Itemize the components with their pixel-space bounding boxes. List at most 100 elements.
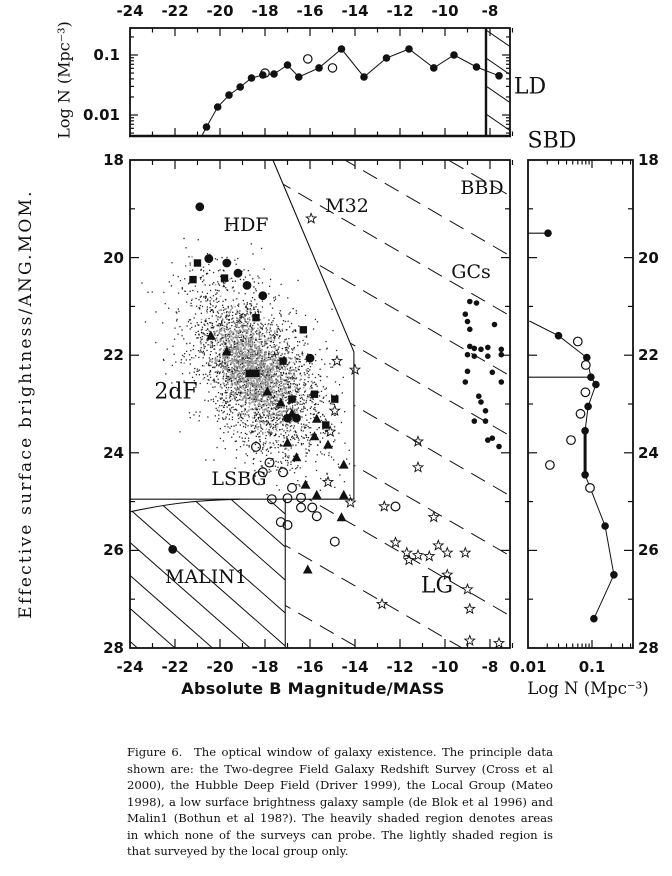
tick-label: -10	[431, 2, 459, 20]
triangle-point	[262, 386, 273, 396]
star-point	[411, 435, 425, 447]
star-point	[344, 496, 357, 508]
tick-label: -16	[296, 2, 324, 20]
main-panel-x-axis-title: Absolute B Magnitude/MASS	[181, 679, 445, 698]
triangle-point	[282, 437, 293, 447]
gc-dot	[496, 443, 502, 450]
triangle-point	[275, 397, 286, 407]
region-label-hdf: HDF	[223, 214, 269, 236]
sbd-open-circle	[585, 483, 595, 493]
ld-point	[202, 123, 211, 131]
lsbg-open-circle	[329, 536, 340, 547]
tick-label: 20	[638, 248, 659, 267]
square-point	[252, 369, 260, 377]
ld-point	[360, 73, 368, 81]
star-point	[461, 582, 474, 595]
triangle-point	[287, 408, 297, 418]
gc-dot	[471, 353, 478, 360]
gc-dot	[489, 435, 496, 442]
star-point	[328, 404, 341, 417]
hdf-circle	[305, 353, 315, 363]
caption-line: Malin1 (Bothun et al 198?). The heavily …	[127, 811, 553, 825]
square-point	[252, 313, 260, 322]
star-point	[432, 538, 445, 551]
tick-label: -18	[251, 658, 279, 676]
lsbg-open-circle	[296, 492, 307, 503]
star-point	[411, 460, 425, 473]
sbd-point	[581, 427, 589, 435]
ld-point	[270, 70, 278, 78]
triangle-point	[309, 431, 320, 441]
caption-line: 1998), a low surface brightness galaxy s…	[127, 794, 553, 809]
sbd-point	[584, 402, 592, 411]
sbd-open-circle	[580, 387, 591, 398]
ld-point	[472, 63, 481, 71]
sbd-point	[583, 353, 591, 362]
lsbg-open-circle	[296, 502, 307, 513]
region-label-gcs: GCs	[451, 261, 491, 283]
ld-point	[259, 71, 267, 79]
lsbg-open-circle	[266, 494, 277, 505]
region-label-malin1: MALIN1	[164, 566, 248, 588]
square-point	[220, 274, 229, 282]
gc-dot	[489, 369, 496, 376]
open-circle-point	[327, 63, 338, 73]
tick-label: -24	[116, 658, 144, 676]
lsbg-open-circle	[282, 519, 293, 530]
star-point	[348, 363, 362, 376]
square-point	[193, 259, 202, 267]
gc-dot	[485, 353, 491, 360]
region-label-lg: LG	[420, 573, 454, 599]
tick-label: -8	[481, 658, 499, 676]
region-label-sbd: SBD	[527, 128, 577, 154]
sbd-point	[587, 373, 595, 382]
ld-point	[236, 83, 244, 91]
star-point	[375, 597, 389, 610]
hdf-circle	[258, 291, 268, 301]
tick-label: 0.1	[93, 46, 120, 64]
star-point	[463, 634, 476, 646]
gc-dot	[478, 346, 484, 353]
lsbg-open-circle	[311, 511, 322, 522]
caption-line: Figure 6. The optical window of galaxy e…	[127, 745, 553, 759]
star-point	[389, 536, 402, 548]
gc-dot	[498, 346, 505, 353]
star-point	[441, 546, 454, 559]
sbd-point	[554, 331, 563, 340]
gc-dot	[467, 343, 473, 350]
lsbg-open-circle	[275, 517, 286, 528]
triangle-point	[206, 330, 216, 340]
square-point	[310, 390, 319, 398]
square-point	[299, 326, 307, 334]
ld-point	[225, 91, 233, 99]
gc-dot	[482, 418, 489, 424]
tick-label: 24	[103, 443, 124, 462]
sbd-open-circle	[545, 460, 555, 470]
triangle-point	[338, 459, 349, 469]
tick-label: 26	[638, 541, 659, 560]
lsbg-open-circle	[278, 467, 289, 478]
region-label-lsbg: LSBG	[211, 468, 267, 490]
gc-dot	[464, 368, 471, 375]
tick-label: 0.1	[578, 658, 606, 676]
tick-label: -20	[206, 658, 234, 676]
ld-point	[405, 45, 413, 53]
ld-point	[430, 64, 438, 72]
star-point	[423, 549, 436, 562]
tick-label: 26	[103, 541, 124, 560]
region-label-bbd: BBD	[460, 177, 504, 199]
triangle-point	[336, 512, 347, 522]
sbd-point	[592, 380, 600, 389]
caption-line: in which none of the surveys can probe. …	[127, 827, 553, 842]
tick-label: 22	[103, 346, 124, 365]
sbd-point	[610, 571, 618, 579]
star-point	[441, 568, 454, 581]
hdf-circle	[195, 202, 205, 212]
tick-label: -10	[431, 658, 459, 676]
caption-line: that surveyed by the local group only.	[127, 844, 349, 858]
tick-label: -14	[341, 658, 369, 676]
gc-dot	[464, 318, 471, 325]
